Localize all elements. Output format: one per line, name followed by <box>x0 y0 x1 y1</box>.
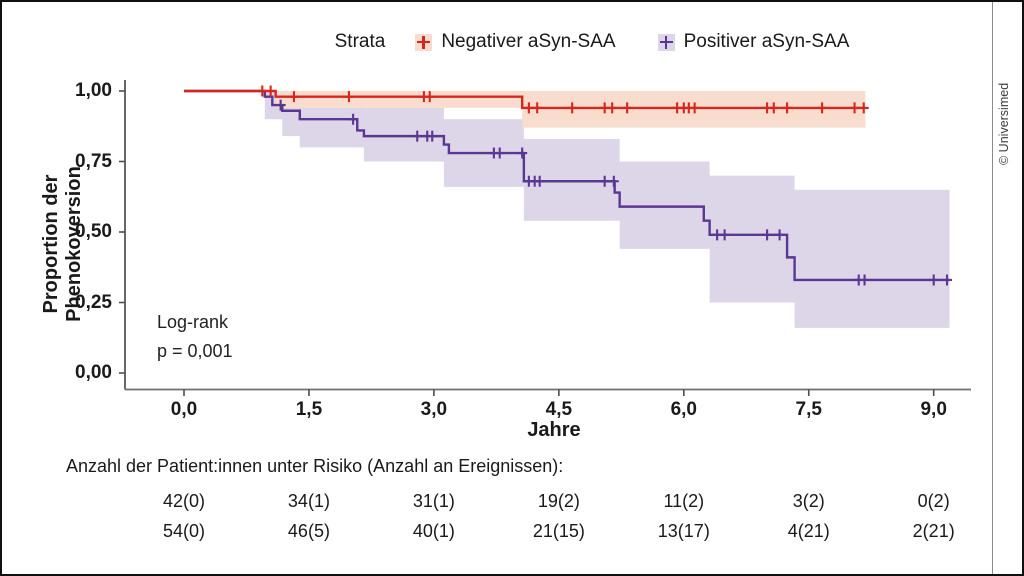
risk-cell-positive: 4(21) <box>787 521 830 541</box>
censor-marks-positive <box>275 99 953 286</box>
risk-cell-negative: 19(2) <box>537 491 580 511</box>
x-tick-label: 9,0 <box>920 399 947 420</box>
x-tick-label: 6,0 <box>670 399 697 420</box>
risk-cell-positive: 2(21) <box>912 521 955 541</box>
risk-cell-negative: 34(1) <box>287 491 330 511</box>
legend-title: Strata <box>334 31 386 52</box>
x-tick-label: 4,5 <box>545 399 573 420</box>
censor-plus-icon-positive <box>657 33 675 51</box>
risk-cell-positive: 54(0) <box>162 521 206 541</box>
legend-item-negative: Negativer aSyn-SAA <box>415 31 616 53</box>
y-tick-label: 0,75 <box>75 150 112 172</box>
chart-legend: Strata Negativer aSyn-SAA Positiver aSyn… <box>152 29 1022 55</box>
censor-plus-icon-negative <box>415 33 433 51</box>
risk-cell-negative: 0(2) <box>917 491 950 511</box>
risk-cell-negative: 11(2) <box>663 491 705 511</box>
plus-bar-icon <box>422 35 426 49</box>
x-tick-label: 1,5 <box>295 399 323 420</box>
legend-item-positive: Positiver aSyn-SAA <box>657 31 850 53</box>
risk-cell-positive: 13(17) <box>657 521 710 541</box>
risk-cell-negative: 31(1) <box>412 491 455 511</box>
plus-bar-icon <box>664 35 668 49</box>
x-axis-title: Jahre <box>527 419 581 441</box>
confidence-band-positive <box>264 91 950 328</box>
risk-cell-negative: 3(2) <box>792 491 825 511</box>
y-tick-label: 0,50 <box>75 221 112 242</box>
legend-label-positive: Positiver aSyn-SAA <box>683 31 850 52</box>
x-tick-label: 3,0 <box>420 399 448 420</box>
risk-table-title: Anzahl der Patient:innen unter Risiko (A… <box>66 456 564 476</box>
x-tick-label: 0,0 <box>170 399 198 420</box>
risk-cell-positive: 21(15) <box>532 521 585 541</box>
x-tick-label: 7,5 <box>795 399 822 420</box>
logrank-annotation: Log-rank p = 0,001 <box>157 308 233 366</box>
y-tick-label: 1,00 <box>75 80 112 101</box>
copyright-divider <box>992 2 993 574</box>
legend-label-negative: Negativer aSyn-SAA <box>441 31 616 52</box>
risk-cell-positive: 46(5) <box>287 521 330 541</box>
logrank-pvalue: p = 0,001 <box>157 341 233 361</box>
risk-cell-positive: 40(1) <box>412 521 455 541</box>
risk-cell-negative: 42(0) <box>162 491 206 511</box>
y-tick-label: 0,25 <box>75 291 112 313</box>
copyright-notice: © Universimed <box>997 82 1011 165</box>
logrank-label: Log-rank <box>157 312 229 332</box>
y-tick-label: 0,00 <box>75 362 112 383</box>
y-axis-title: Proportion der Phenokoversion <box>40 166 85 322</box>
censor-marks-negative <box>257 85 869 114</box>
